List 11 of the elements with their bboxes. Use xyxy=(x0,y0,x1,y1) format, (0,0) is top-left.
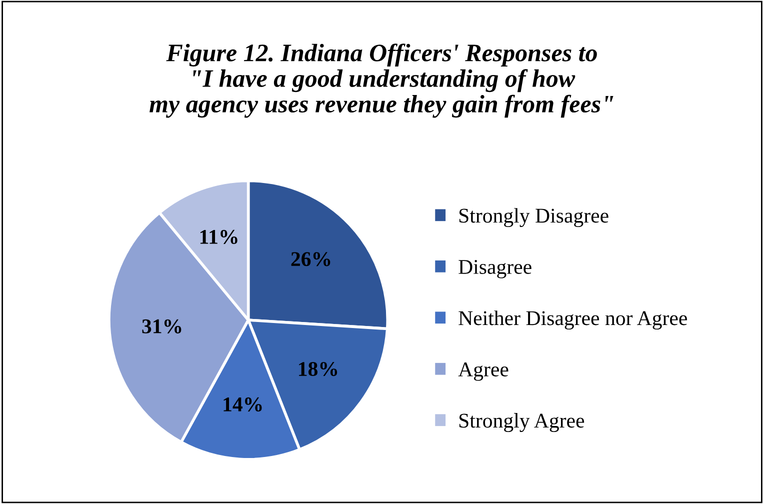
legend-label: Strongly Disagree xyxy=(459,208,608,228)
data-label: 26% xyxy=(291,252,330,266)
data-label: 31% xyxy=(142,319,182,334)
data-label: 14% xyxy=(224,397,262,412)
legend-label: Neither Disagree nor Agree xyxy=(458,310,687,330)
legend-label: Strongly Agree xyxy=(459,413,584,432)
data-label: 18% xyxy=(299,362,338,376)
chart-title: Figure 12. Indiana Officers' Responses to "I have a good understanding of how my agency uses revenue they gain from fees" xyxy=(150,44,614,118)
data-label: 11% xyxy=(200,230,238,244)
legend-label: Agree xyxy=(458,362,508,381)
legend-label: Disagree xyxy=(458,260,532,278)
